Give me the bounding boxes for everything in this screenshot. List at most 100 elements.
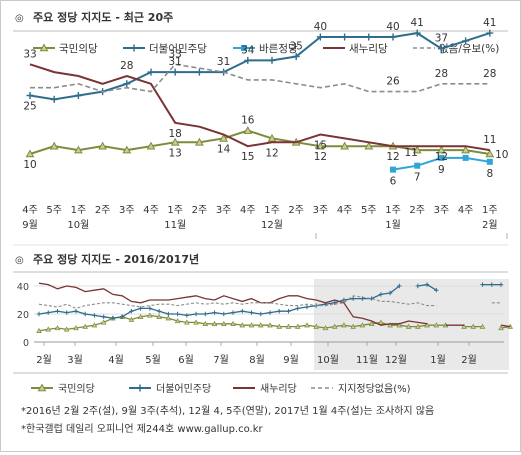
chart1-legend-1-marker	[130, 44, 138, 52]
chart1-x-tick-6: 1주	[167, 205, 183, 216]
chart2-highlight-band	[314, 279, 509, 370]
chart1-point-0-13	[340, 141, 349, 150]
chart1-x-tick-10: 1주	[264, 205, 280, 216]
chart1-x-tick-12: 3주	[313, 205, 329, 216]
chart1-point-1-5	[147, 68, 155, 76]
chart1-series-line-4	[30, 63, 490, 93]
chart1-point-2-17	[438, 154, 445, 161]
chart1-data-label-3-10: 12	[265, 147, 278, 159]
chart2-point-0-37	[378, 319, 384, 325]
chart1-legend-label-2: 바른정당	[259, 43, 298, 55]
chart2-point-1-33	[341, 297, 347, 303]
footnote-1: *한국갤럽 데일리 오피니언 제244호 www.gallup.co.kr	[21, 423, 264, 435]
chart2-point-0-0	[36, 327, 42, 333]
chart1-point-0-16	[412, 145, 422, 154]
chart2-point-1-26	[277, 309, 282, 314]
chart1-data-label-3-15: 12	[386, 151, 399, 163]
chart1-data-label-0-19: 10	[495, 149, 508, 161]
chart1-data-label-2-19: 8	[486, 168, 493, 180]
chart1-data-label-0-6: 13	[169, 147, 182, 159]
chart2-point-1-23	[249, 310, 254, 315]
chart2-point-0-34	[350, 323, 356, 329]
chart1-data-label-1-15: 40	[386, 21, 399, 33]
chart2-y-tick-2: 40	[17, 282, 29, 293]
chart1-point-1-9	[244, 56, 252, 64]
chart2-series-line-2	[38, 282, 511, 328]
chart2-point-1-8	[110, 316, 116, 321]
chart1-series-line-1	[29, 32, 491, 101]
chart2-point-1-13	[156, 309, 162, 314]
chart2-point-0-13	[156, 313, 162, 319]
chart1-data-label-3-9: 15	[241, 151, 254, 163]
chart1-x-tick-16: 2주	[409, 205, 425, 216]
chart2-point-1-12	[147, 306, 153, 311]
chart1-x-tick-15: 1주	[385, 205, 401, 216]
chart2-point-0-23	[248, 322, 255, 328]
chart1-point-1-1	[50, 95, 58, 103]
chart1-point-0-5	[146, 141, 156, 150]
chart2-x-tick-10: 12월	[385, 354, 407, 366]
chart2-point-1-6	[92, 313, 97, 318]
chart1-data-label-4-15: 26	[386, 76, 400, 88]
chart2-point-0-43	[433, 322, 440, 328]
chart1-point-0-2	[74, 145, 83, 154]
chart2-x-tick-11: 1월	[430, 354, 446, 366]
chart2-point-1-11	[138, 306, 143, 311]
chart2-point-0-50	[498, 325, 504, 331]
chart1-point-1-16	[413, 29, 421, 37]
chart2-point-0-29	[304, 322, 310, 328]
chart2-legend-label-2: 새누리당	[260, 383, 297, 395]
footnote-0: *2016년 2월 2주(설), 9월 3주(추석), 12월 4, 5주(연말…	[21, 404, 434, 417]
chart1-x-tick-11: 2주	[288, 205, 304, 216]
chart1-point-2-16	[414, 162, 421, 169]
chart2-point-1-14	[166, 311, 171, 317]
chart2-point-1-9	[119, 314, 125, 319]
chart2-point-1-10	[129, 309, 134, 314]
chart2-point-1-7	[101, 314, 106, 319]
chart2-point-0-22	[239, 322, 246, 328]
chart2-x-tick-12: 2월	[461, 354, 477, 366]
chart2-x-tick-7: 9월	[283, 354, 299, 366]
chart1-data-label-1-9: 34	[241, 44, 255, 56]
chart2-point-0-2	[54, 325, 61, 331]
chart2-point-0-42	[424, 322, 430, 328]
chart2-point-1-16	[184, 313, 190, 318]
chart1-point-1-19	[486, 29, 494, 37]
chart2-point-1-50	[498, 282, 504, 287]
chart1-legend-0-marker	[39, 43, 49, 52]
chart2-point-1-34	[350, 296, 356, 301]
chart2-point-0-4	[73, 325, 79, 331]
chart1-point-0-10	[267, 133, 277, 142]
chart2-point-1-15	[175, 311, 180, 317]
chart2-point-1-43	[434, 288, 439, 293]
chart1-point-2-15	[390, 166, 396, 173]
chart1-data-label-1-8: 31	[217, 56, 230, 68]
chart1-x-tick-0: 4주	[22, 205, 38, 216]
chart1-x-tick-1: 5주	[46, 205, 62, 216]
chart2-point-1-29	[304, 304, 310, 310]
chart2-point-1-2	[55, 309, 60, 314]
chart2-point-1-0	[36, 311, 42, 317]
chart1-data-label-3-19: 11	[483, 134, 496, 146]
chart2-point-0-6	[91, 322, 98, 328]
chart1-legend-label-3: 새누리당	[349, 43, 388, 55]
chart2-point-0-25	[267, 322, 273, 328]
chart1-x-tick-8: 3주	[216, 205, 232, 216]
chart2-legend-0-marker	[37, 383, 47, 392]
chart1-point-1-12	[316, 33, 324, 41]
chart2-point-1-3	[64, 310, 69, 315]
chart1-data-label-2-16: 7	[414, 172, 421, 184]
chart2-x-tick-0: 2월	[36, 354, 52, 366]
chart2-point-1-21	[230, 310, 236, 315]
chart1-point-0-8	[219, 133, 228, 142]
chart1-data-label-0-0: 10	[23, 159, 36, 171]
chart2-point-1-5	[83, 311, 88, 317]
chart1-data-label-0-8: 14	[217, 143, 231, 155]
chart2-point-0-19	[211, 320, 218, 326]
chart1-data-label-1-17: 37	[435, 33, 448, 45]
chart2-point-0-12	[147, 312, 153, 318]
chart2-point-1-32	[332, 300, 337, 305]
chart1-x-tick-14: 5주	[361, 205, 377, 216]
chart1-point-0-0	[25, 149, 35, 158]
